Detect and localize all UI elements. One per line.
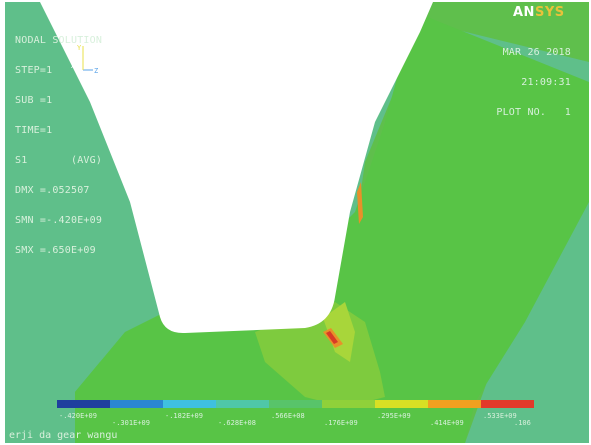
model-title: erji da gear wangu [9,430,118,441]
plot-number: PLOT NO. 1 [496,107,571,118]
plot-time: 21:09:31 [521,77,571,88]
stress-hotspot-core [326,331,338,344]
ansys-logo: ANSYS [513,5,565,20]
plot-date-block: MAR 26 2018 21:09:31 PLOT NO. 1 [496,28,571,138]
legend-label: -.628E+08 [218,419,256,427]
legend-color-segment [57,400,110,408]
info-smx: SMX =.650E+09 [15,245,96,256]
graphics-viewport[interactable]: X Y Z NODAL SOLUTION STEP=1 SUB =1 TIME=… [5,2,589,443]
legend-color-segment [110,400,163,408]
legend-color-segment [269,400,322,408]
triad-z-label: Z [94,67,98,75]
legend-label: .106 [514,419,531,427]
stress-streak [357,182,363,224]
legend-label: .533E+09 [483,412,517,420]
info-title: NODAL SOLUTION [15,35,103,46]
legend-color-segment [481,400,534,408]
legend-color-segment [375,400,428,408]
solution-info: NODAL SOLUTION STEP=1 SUB =1 TIME=1 S1 (… [15,16,102,276]
stress-zone-green-2 [75,12,589,443]
contour-legend-bar [57,400,534,408]
legend-label: .414E+09 [430,419,464,427]
legend-label: -.182E+09 [165,412,203,420]
info-time: TIME=1 [15,125,53,136]
stress-contour-plot [5,2,589,443]
legend-label: .566E+08 [271,412,305,420]
legend-color-segment [216,400,269,408]
stress-zone-yellowgreen [323,302,355,362]
legend-color-segment [428,400,481,408]
info-dmx: DMX =.052507 [15,185,90,196]
info-step: STEP=1 [15,65,53,76]
legend-color-segment [322,400,375,408]
tooth-gap-region [40,2,433,334]
info-result: S1 (AVG) [15,155,103,166]
legend-color-segment [163,400,216,408]
coordinate-triad: X Y Z [71,44,98,75]
plot-date: MAR 26 2018 [502,47,571,58]
info-smn: SMN =-.420E+09 [15,215,103,226]
legend-label: -.420E+09 [59,412,97,420]
legend-label: -.301E+09 [112,419,150,427]
triad-y-label: Y [77,44,82,52]
contour-legend-labels: -.420E+09 -.182E+09 .566E+08 .295E+09 .5… [59,412,539,427]
info-sub: SUB =1 [15,95,53,106]
legend-label: .176E+09 [324,419,358,427]
legend-label: .295E+09 [377,412,411,420]
triad-x-label: X [71,62,76,70]
